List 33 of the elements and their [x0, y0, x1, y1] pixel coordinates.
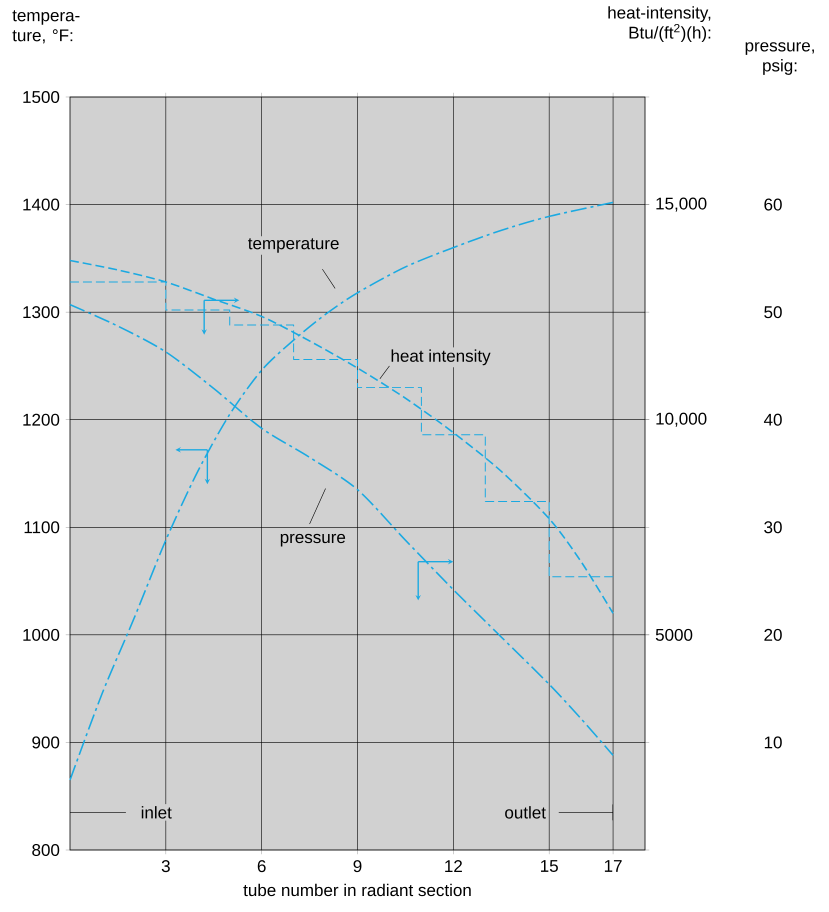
y3-tick-label: 50: [764, 306, 782, 318]
y3-tick-label: 20: [764, 628, 782, 641]
y-tick-label: 1100: [24, 521, 60, 534]
y3-tick-label: 30: [764, 521, 782, 534]
y-tick-label: 900: [32, 736, 60, 748]
y-tick-label: 1400: [23, 198, 60, 211]
y2-tick-label: 15,000: [656, 198, 706, 212]
y2-tick-label: 5000: [656, 628, 692, 641]
y2-tick-label: 10,000: [656, 412, 706, 427]
x-tick-label: 6: [258, 860, 266, 872]
y2-axis-title: heat-intensity, Btu/(ft$^{2}$)(h):: [608, 6, 710, 42]
x-tick-label: 15: [541, 860, 558, 872]
text: pressure: [280, 534, 346, 547]
y3-tick-label: 40: [764, 414, 782, 426]
y3-tick-label: 60: [764, 198, 782, 211]
annotation: inlet: [142, 806, 172, 819]
x-tick-label: 12: [445, 860, 462, 872]
y-axis-title: tempera-ture, °F:: [12, 10, 80, 44]
y-tick-label: 1000: [23, 628, 60, 641]
text: temperature: [248, 238, 339, 253]
x-tick-label: 3: [162, 860, 170, 872]
y3-axis-title: pressure, psig:: [746, 42, 814, 75]
y-tick-label: 1500: [23, 90, 60, 104]
annotation: outlet: [505, 806, 546, 819]
y3-tick-label: 10: [764, 736, 782, 748]
x-tick-label: 9: [354, 860, 362, 872]
y-tick-label: 800: [32, 844, 60, 856]
x-axis-title: tube number in radiant section: [243, 884, 471, 896]
x-tick-label: 17: [604, 860, 622, 872]
y-tick-label: 1200: [23, 414, 60, 426]
series-label: heat intensity: [392, 349, 491, 366]
y-tick-label: 1300: [23, 306, 60, 318]
line-series: [69, 202, 614, 781]
